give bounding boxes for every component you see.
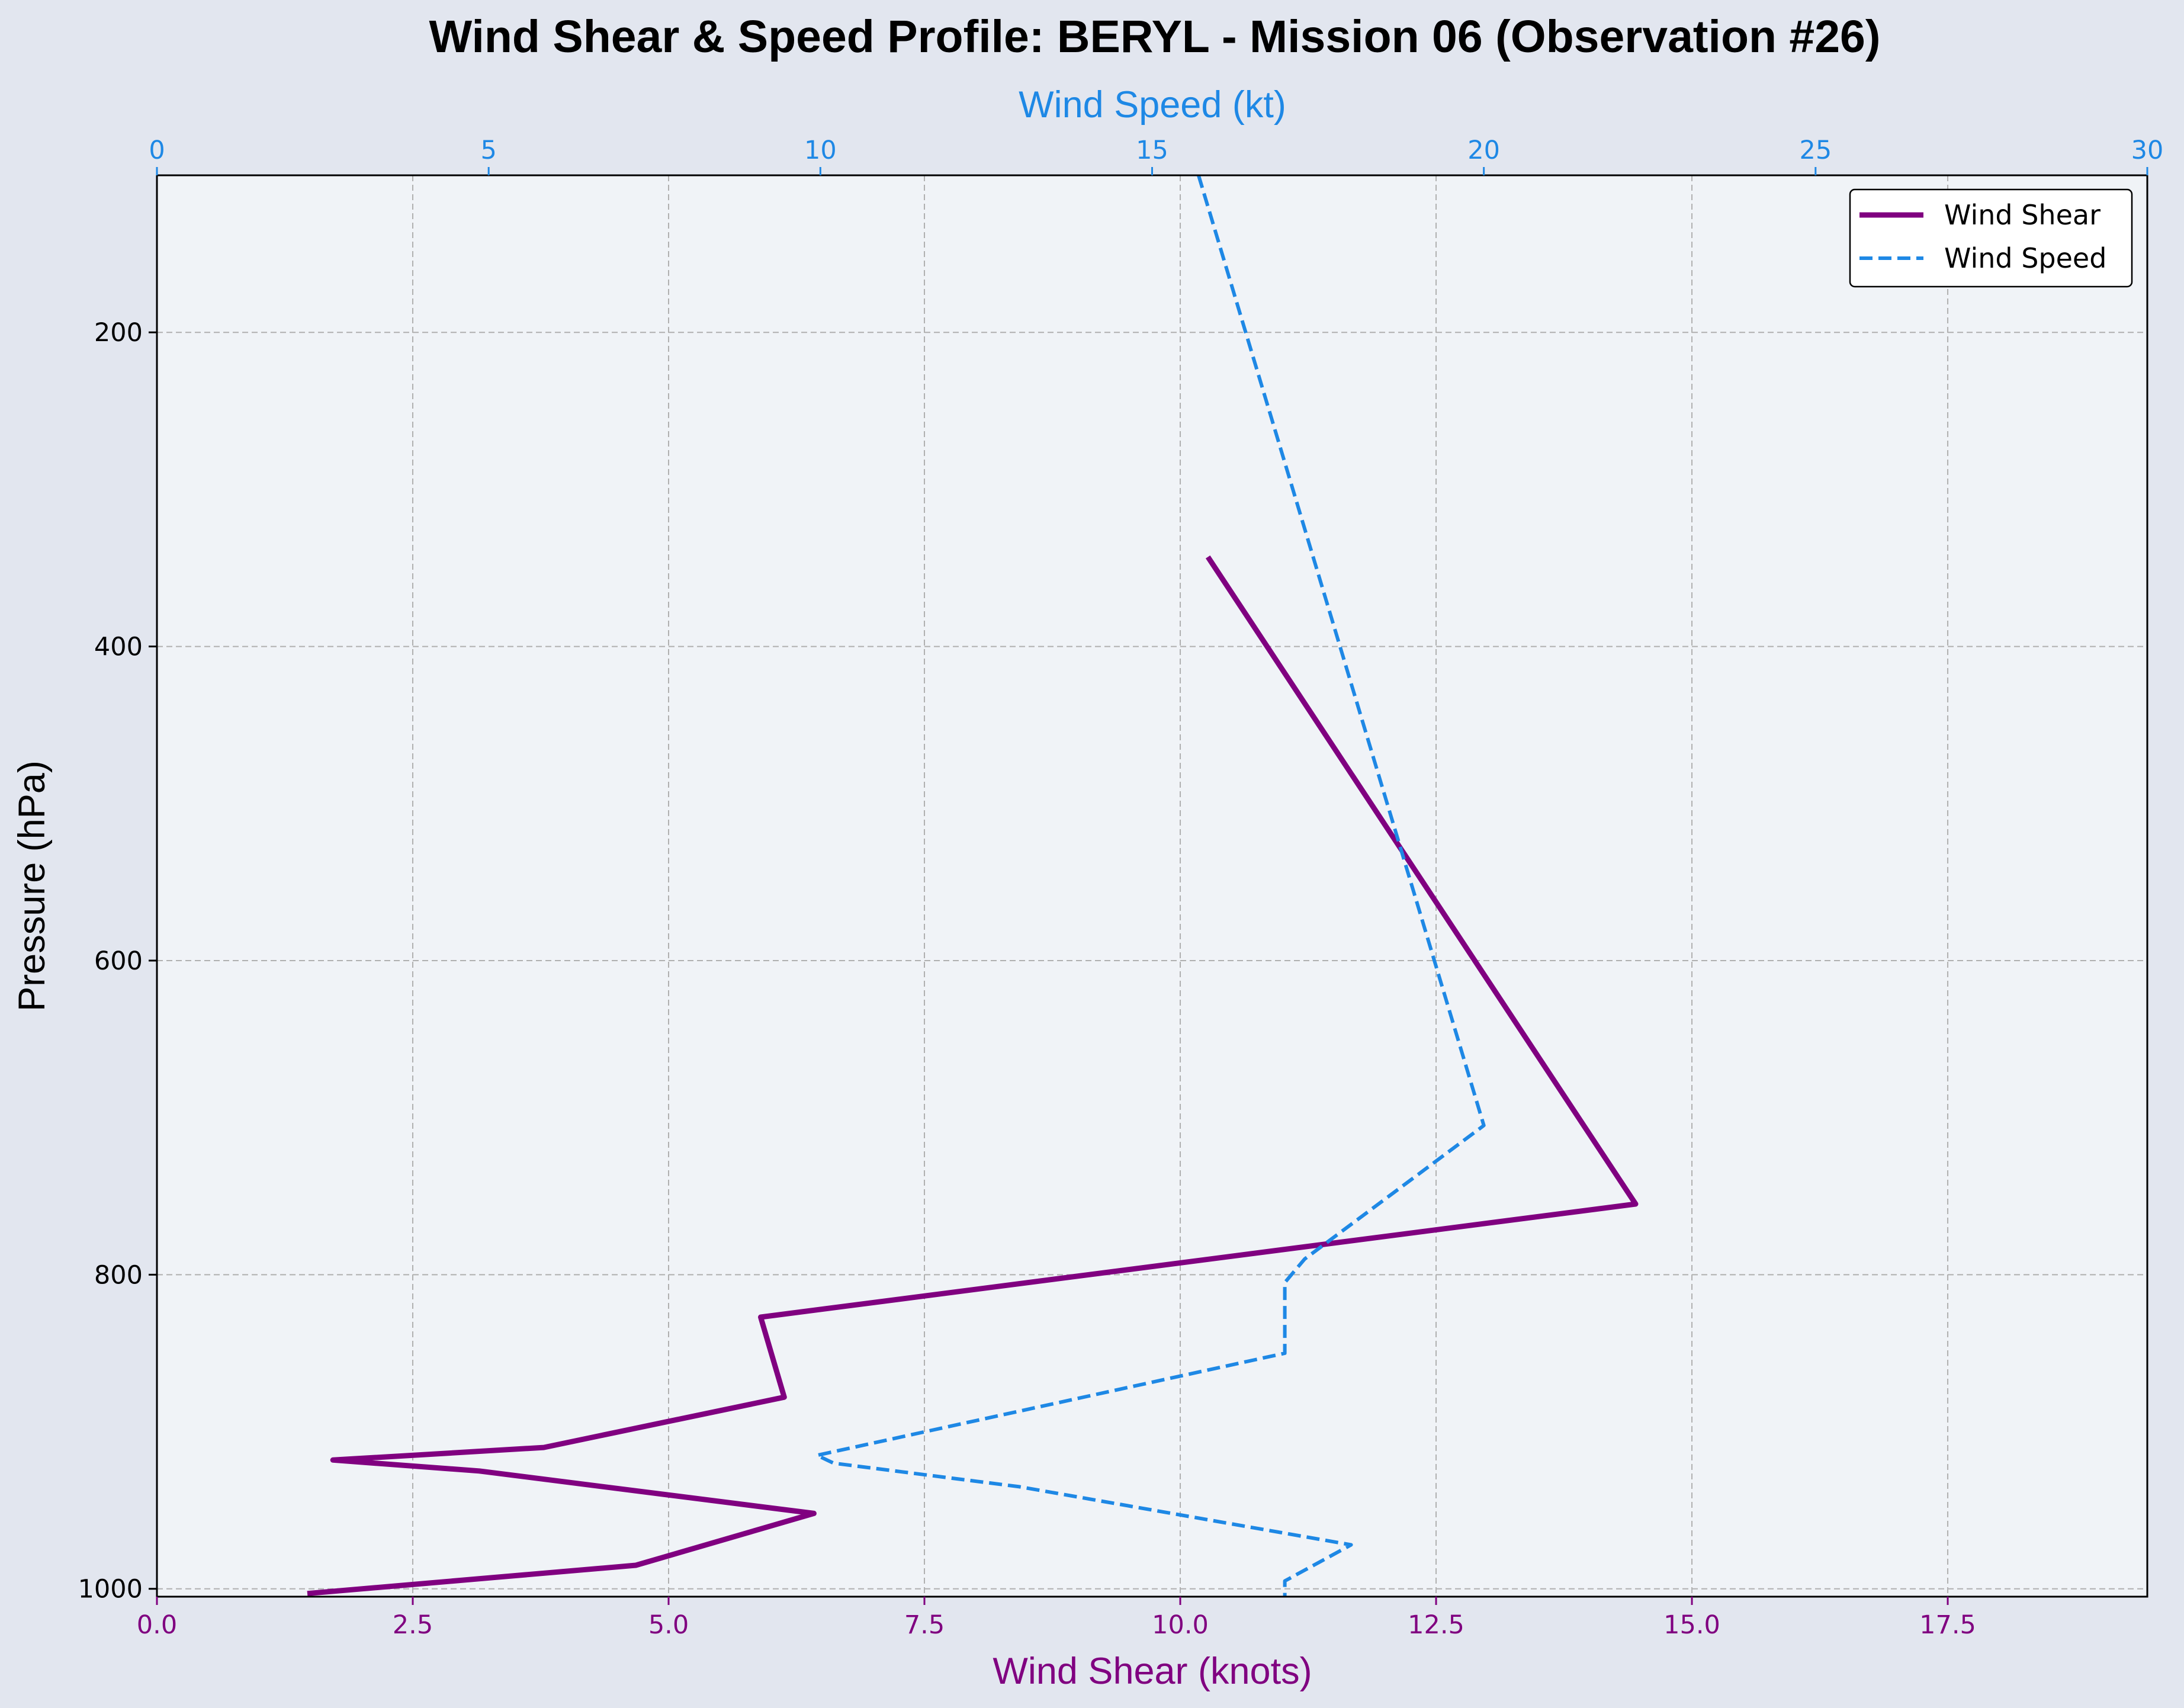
y-tick-label: 1000 bbox=[78, 1575, 143, 1604]
x-bottom-tick-label: 10.0 bbox=[1152, 1610, 1209, 1640]
x-top-tick-label: 5 bbox=[480, 136, 496, 165]
y-tick-label: 800 bbox=[94, 1260, 143, 1290]
x-top-tick-label: 20 bbox=[1467, 136, 1500, 165]
x-bottom-tick-label: 7.5 bbox=[904, 1610, 945, 1640]
x-bottom-tick-label: 2.5 bbox=[393, 1610, 433, 1640]
y-axis-label: Pressure (hPa) bbox=[11, 760, 53, 1012]
x-bottom-tick-label: 15.0 bbox=[1663, 1610, 1720, 1640]
legend-wind-shear-label: Wind Shear bbox=[1944, 199, 2101, 231]
x-top-tick-label: 15 bbox=[1136, 136, 1168, 165]
x-top-tick-label: 25 bbox=[1799, 136, 1832, 165]
y-tick-label: 200 bbox=[94, 318, 143, 348]
wind-shear-line bbox=[307, 555, 1639, 1597]
x-top-tick-label: 0 bbox=[149, 136, 165, 165]
plot-area bbox=[157, 175, 2147, 1597]
top-axis-label: Wind Speed (kt) bbox=[1019, 84, 1286, 126]
series-layer bbox=[307, 175, 1639, 1597]
x-top-tick-label: 30 bbox=[2131, 136, 2164, 165]
x-bottom-tick-label: 17.5 bbox=[1919, 1610, 1976, 1640]
x-bottom-tick-label: 5.0 bbox=[648, 1610, 689, 1640]
chart-title: Wind Shear & Speed Profile: BERYL - Miss… bbox=[429, 11, 1880, 62]
y-tick-label: 400 bbox=[94, 633, 143, 662]
legend-wind-speed-label: Wind Speed bbox=[1944, 242, 2106, 274]
wind-speed-line bbox=[815, 175, 1486, 1597]
x-top-tick-label: 10 bbox=[804, 136, 837, 165]
bottom-axis-label: Wind Shear (knots) bbox=[993, 1651, 1312, 1692]
x-bottom-tick-label: 12.5 bbox=[1408, 1610, 1464, 1640]
y-tick-label: 600 bbox=[94, 946, 143, 976]
x-bottom-tick-label: 0.0 bbox=[137, 1610, 177, 1640]
legend: Wind Shear Wind Speed bbox=[1849, 188, 2133, 288]
